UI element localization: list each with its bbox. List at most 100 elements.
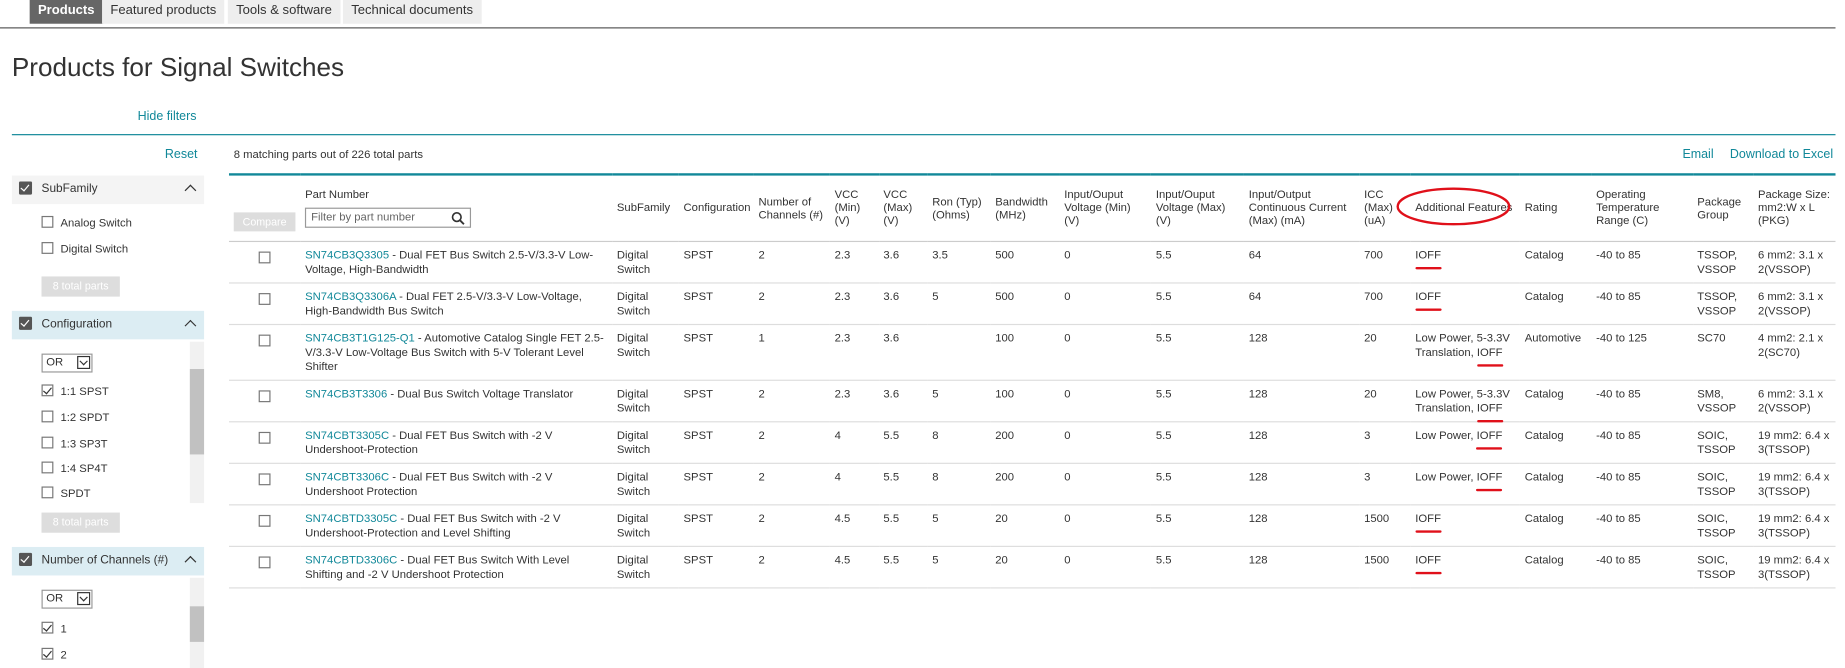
total-parts-button[interactable]: 8 total parts (41, 512, 120, 533)
filter-option[interactable]: 1:2 SPDT (41, 410, 109, 425)
filter-option[interactable]: 1 (41, 621, 67, 636)
email[interactable]: Email (1682, 147, 1714, 162)
part-filter-input[interactable]: Filter by part number (305, 207, 472, 228)
checkbox[interactable] (41, 436, 54, 449)
cell: 5.5 (1151, 282, 1244, 326)
row-checkbox[interactable] (258, 514, 271, 527)
operator-select[interactable]: OR (41, 353, 93, 373)
filter-checkbox[interactable] (18, 181, 33, 195)
search-icon[interactable] (451, 211, 465, 225)
row-checkbox[interactable] (258, 390, 271, 403)
cell: Digital Switch (612, 421, 679, 464)
checkbox[interactable] (41, 215, 54, 228)
scroll-thumb[interactable] (189, 368, 205, 455)
scroll-thumb[interactable] (189, 606, 205, 642)
part-link[interactable]: SN74CBTD3306C (305, 554, 398, 568)
filter-header[interactable]: SubFamily (11, 175, 205, 205)
cell: 4 (829, 421, 879, 464)
part-link[interactable]: SN74CB3T1G125-Q1 (305, 332, 415, 346)
reset[interactable]: Reset (164, 147, 198, 162)
download-excel[interactable]: Download to Excel (1729, 147, 1834, 162)
checkbox[interactable] (41, 242, 54, 254)
checkbox[interactable] (41, 410, 54, 423)
tab[interactable]: Technical documents (342, 0, 482, 24)
column-header: Ron (Typ) (Ohms) (927, 174, 991, 243)
cell-value: Catalog (1524, 512, 1564, 526)
tab[interactable]: Products (29, 0, 103, 24)
cell: -40 to 85 (1591, 421, 1693, 464)
filter-title: Number of Channels (#) (41, 554, 169, 568)
cell-value: SPST (683, 332, 713, 346)
filter-option[interactable]: Digital Switch (41, 242, 128, 256)
filter-checkbox[interactable] (18, 316, 33, 330)
collapse-icon[interactable] (184, 184, 197, 197)
filter-option[interactable]: Analog Switch (41, 215, 132, 230)
part-link[interactable]: SN74CBT3305C (305, 429, 390, 443)
checkbox[interactable] (41, 486, 54, 499)
cell-value: IOFF (1415, 290, 1441, 304)
filter-option[interactable]: 1:4 SP4T (41, 461, 108, 476)
filter-header[interactable]: Number of Channels (#) (11, 546, 205, 576)
part-link[interactable]: SN74CB3T3306 (305, 387, 388, 402)
filter-option[interactable]: SPDT (41, 486, 91, 501)
row-checkbox[interactable] (258, 251, 271, 264)
checkbox[interactable] (41, 461, 54, 474)
part-link[interactable]: SN74CBT3306C (305, 471, 390, 485)
cell-value: 500 (995, 249, 1015, 263)
cell-value: IOFF (1415, 512, 1441, 526)
cell-value: SOIC, TSSOP (1697, 429, 1736, 457)
cell-value: 1500 (1364, 554, 1390, 568)
tab[interactable]: Tools & software (227, 0, 341, 24)
cell: 19 mm2: 6.4 x 3(TSSOP) (1753, 504, 1836, 547)
row-checkbox[interactable] (258, 293, 271, 305)
cell-value: 1500 (1364, 512, 1390, 526)
row-checkbox[interactable] (258, 431, 271, 444)
cell-value: 0 (1064, 249, 1071, 263)
annotation-underline (1415, 308, 1442, 311)
collapse-icon[interactable] (184, 319, 197, 332)
cell-value: 0 (1064, 387, 1071, 402)
row-checkbox[interactable] (258, 556, 271, 569)
row-checkbox[interactable] (258, 473, 271, 486)
cell-value: 3.6 (883, 387, 900, 402)
dropdown-arrow[interactable] (77, 355, 91, 369)
collapse-icon[interactable] (184, 555, 197, 568)
total-parts-button[interactable]: 8 total parts (41, 276, 120, 297)
cell: 19 mm2: 6.4 x 3(TSSOP) (1753, 546, 1836, 589)
cell: 0 (1059, 463, 1152, 506)
scrollbar[interactable] (189, 341, 205, 504)
tab[interactable]: Featured products (102, 0, 225, 24)
column-header: Input/Output Continuous Current (Max) (m… (1243, 174, 1360, 243)
cell: Automotive (1520, 324, 1592, 381)
part-link[interactable]: SN74CB3Q3306A (305, 290, 397, 304)
cell-value: 3.6 (883, 290, 900, 304)
filter-option[interactable]: 2 (41, 647, 67, 662)
dropdown-arrow[interactable] (77, 592, 91, 606)
checkbox[interactable] (41, 621, 54, 634)
compare-button[interactable]: Compare (233, 212, 296, 232)
operator-select[interactable]: OR (41, 589, 93, 609)
filter-checkbox[interactable] (18, 552, 33, 566)
cell: 128 (1243, 546, 1360, 589)
checkbox[interactable] (41, 647, 54, 660)
hide-filters[interactable]: Hide filters (137, 109, 197, 124)
part-link[interactable]: SN74CBTD3305C (305, 512, 398, 526)
filter-header[interactable]: Configuration (11, 310, 205, 340)
cell: SPST (678, 421, 754, 464)
product-row: SN74CBT3305C - Dual FET Bus Switch with … (228, 421, 1836, 464)
part-link[interactable]: SN74CB3Q3305 (305, 249, 390, 263)
cell-value: 20 (995, 512, 1008, 526)
filter-option[interactable]: 1:1 SPST (41, 384, 109, 399)
annotation-circle (1396, 187, 1511, 226)
cell-value: 64 (1248, 249, 1262, 263)
cell-value: 20 (1364, 387, 1377, 402)
cell: SM8, VSSOP (1692, 380, 1754, 423)
row-checkbox[interactable] (258, 334, 271, 347)
filter-option[interactable]: 1:3 SP3T (41, 436, 108, 451)
cell-value: 0 (1064, 512, 1071, 526)
cell-value: Digital Switch (616, 554, 651, 582)
cell: IOFF (1410, 241, 1521, 284)
scrollbar[interactable] (189, 577, 205, 668)
checkbox[interactable] (41, 384, 54, 397)
cell-value: 5 (932, 554, 939, 568)
